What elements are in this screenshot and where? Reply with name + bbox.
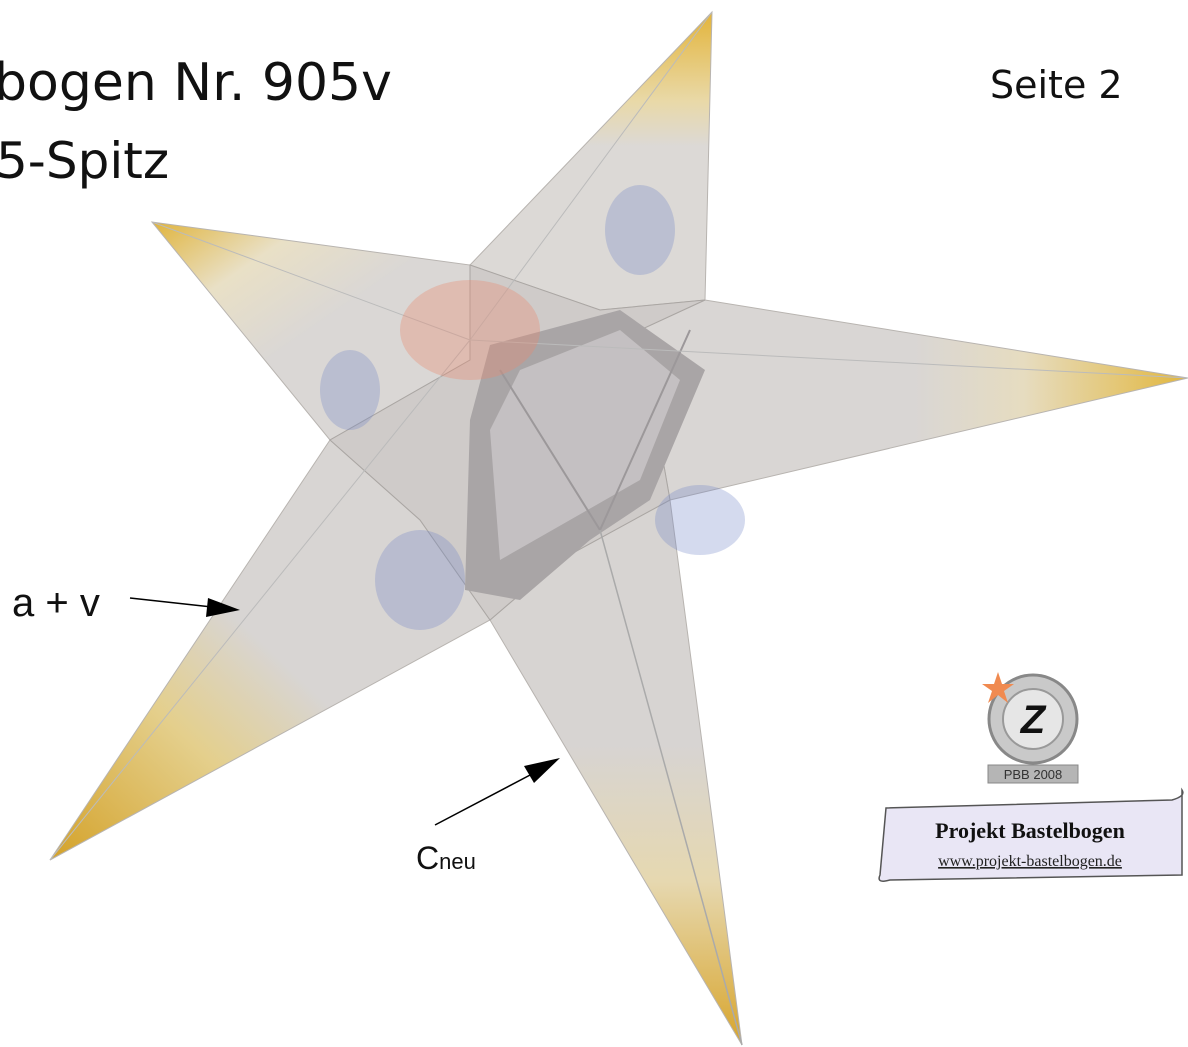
scroll <box>878 787 1184 882</box>
logo-inner <box>1002 688 1064 750</box>
edge-subscript: neu <box>439 849 476 874</box>
fold-line <box>599 529 743 1046</box>
crayon-mark <box>605 185 675 275</box>
subtitle: 5-Spitz <box>0 132 169 190</box>
logo-badge-text: PBB 2008 <box>1004 767 1063 782</box>
crayon-mark <box>655 485 745 555</box>
star-photo <box>49 10 1188 1046</box>
crayon-mark <box>320 350 380 430</box>
star-hollow-inner <box>490 330 680 560</box>
logo-letter: Z <box>1020 698 1047 742</box>
fold-line <box>599 329 691 531</box>
fold-line <box>469 339 1188 379</box>
star-arm <box>469 10 713 311</box>
arrow-head <box>206 598 240 617</box>
fold-line <box>151 221 471 341</box>
star-arm <box>639 299 1188 501</box>
edge-label: a + v <box>12 581 100 625</box>
logo-name: Projekt Bastelbogen <box>935 818 1125 843</box>
logo-star <box>982 672 1014 703</box>
arrow-line <box>129 597 213 608</box>
arrow-head <box>524 758 560 783</box>
edge-letter: C <box>416 840 439 876</box>
arrow-line <box>434 773 533 826</box>
fold-line <box>469 11 713 341</box>
logo-url: www.projekt-bastelbogen.de <box>938 853 1122 870</box>
title: bogen Nr. 905v <box>0 53 392 113</box>
logo: Z PBB 2008 Projekt Bastelbogen www.proje… <box>878 672 1184 882</box>
page-number: Seite 2 <box>990 63 1123 107</box>
crayon-mark <box>400 280 540 380</box>
edge-label: Cneu <box>416 840 476 876</box>
fold-line <box>49 339 471 861</box>
logo-badge <box>987 764 1079 784</box>
fold-line <box>499 369 601 531</box>
crayon-mark <box>375 530 465 630</box>
